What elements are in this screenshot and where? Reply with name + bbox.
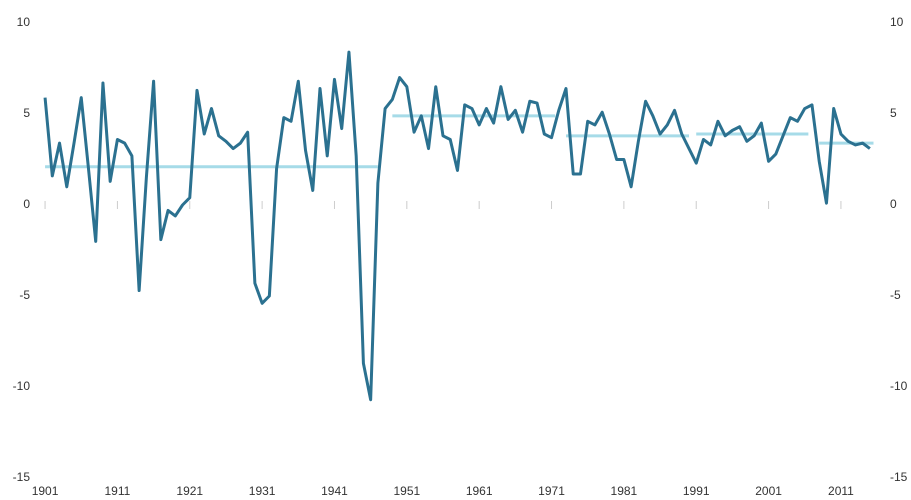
y2-tick-label: 0 (890, 197, 897, 211)
x-tick-label: 2001 (755, 484, 782, 498)
x-tick-label: 1931 (249, 484, 276, 498)
x-tick-label: 1961 (466, 484, 493, 498)
x-tick-label: 1991 (683, 484, 710, 498)
y2-tick-label: 5 (890, 106, 897, 120)
y-tick-label: -5 (19, 288, 30, 302)
x-tick-label: 1941 (321, 484, 348, 498)
y-tick-label: 5 (23, 106, 30, 120)
y2-tick-label: -10 (890, 379, 908, 393)
y-tick-label: 0 (23, 197, 30, 211)
x-tick-label: 1981 (611, 484, 638, 498)
x-tick-label: 1901 (32, 484, 59, 498)
x-tick-label: 1921 (176, 484, 203, 498)
y2-tick-label: -5 (890, 288, 901, 302)
y2-tick-label: -15 (890, 470, 908, 484)
y-tick-label: 10 (17, 15, 31, 29)
x-tick-label: 1971 (538, 484, 565, 498)
x-tick-label: 1911 (105, 484, 131, 498)
data-line (43, 50, 871, 402)
y-tick-label: -15 (13, 470, 31, 484)
y-tick-label: -10 (13, 379, 31, 393)
y2-tick-label: 10 (890, 15, 904, 29)
x-tick-label: 1951 (393, 484, 420, 498)
x-tick-label: 2011 (828, 484, 854, 498)
